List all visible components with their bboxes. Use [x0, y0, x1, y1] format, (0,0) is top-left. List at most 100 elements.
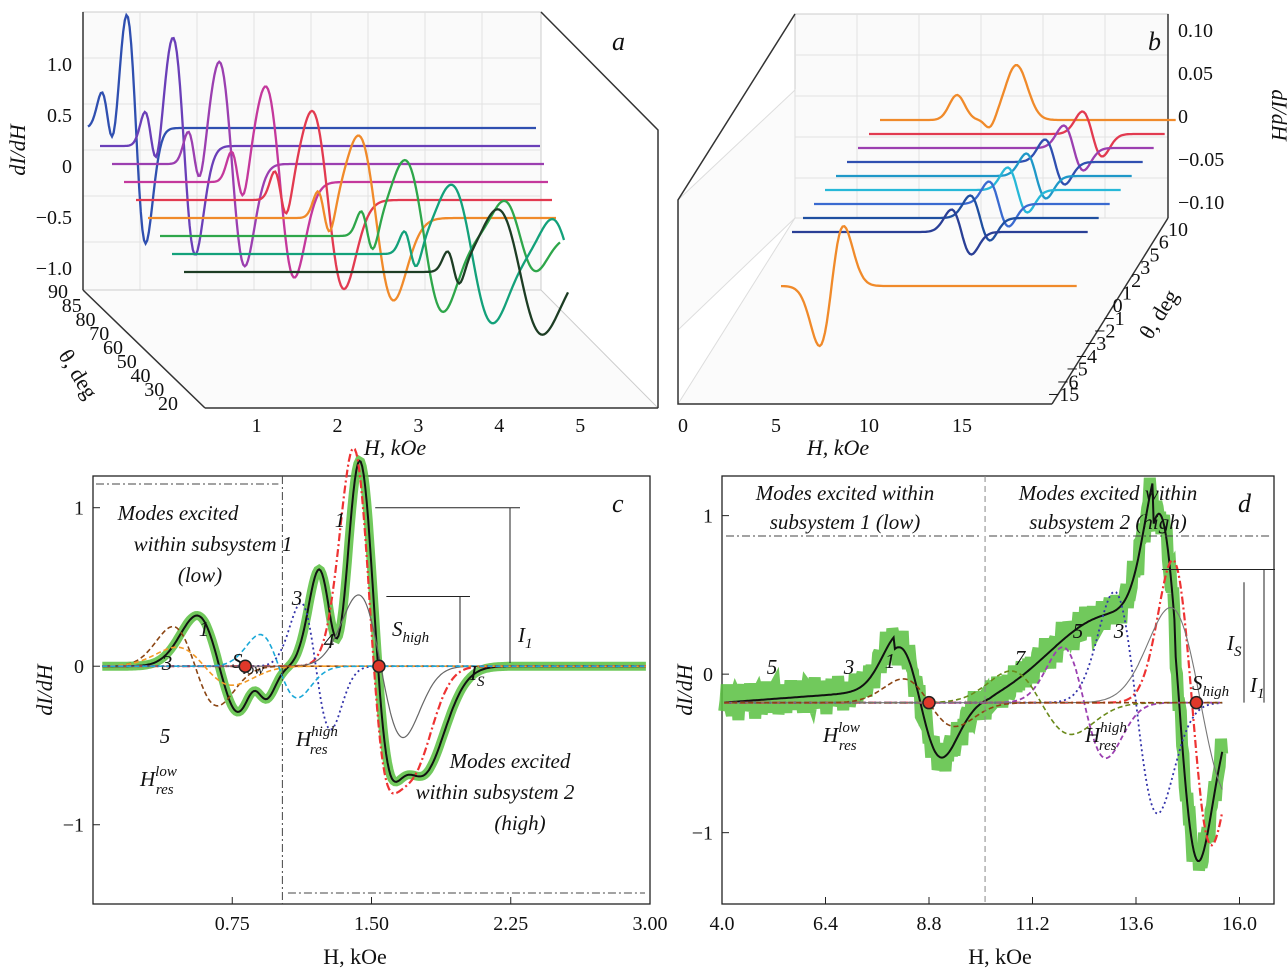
a-xtick: 5 — [575, 415, 585, 437]
c-mode-label: 4 — [324, 629, 335, 653]
a-ztick: 70 — [89, 323, 109, 345]
panel-b-xlabel: H, kOe — [806, 435, 870, 460]
b-ztick: 5 — [1150, 244, 1160, 266]
c-region-high-label: Modes excited — [449, 749, 571, 773]
panel-d-xlabel: H, kOe — [968, 944, 1032, 969]
c-shigh-label: Shigh — [392, 617, 429, 646]
c-hres-low-label: Hlow res — [139, 764, 177, 798]
d-mode-label: 3 — [843, 655, 855, 679]
c-xtick: 1.50 — [354, 913, 389, 935]
panel-a: 1 2 3 4 5 1.0 0.5 0 −0.5 −1.0 908580706050403020… — [5, 11, 660, 460]
b-xtick: 15 — [952, 415, 972, 437]
b-ztick: 1 — [1122, 282, 1132, 304]
a-ytick: 0 — [62, 156, 72, 178]
a-ytick: −0.5 — [36, 207, 72, 229]
a-series-2 — [100, 36, 540, 256]
panel-a-xlabel: H, kOe — [363, 435, 427, 460]
d-fit-total — [724, 483, 1224, 863]
b-series-1 — [880, 64, 1176, 129]
panel-a-zlabel: θ, deg — [54, 345, 103, 403]
d-xtick: 11.2 — [1015, 913, 1049, 935]
b-series-6 — [825, 166, 1121, 214]
d-xtick: 6.4 — [813, 913, 838, 935]
d-xtick: 13.6 — [1119, 913, 1154, 935]
d-mode-label: 1 — [885, 649, 896, 673]
panel-b-ylabel: dI/dH — [1267, 89, 1287, 141]
d-mode-label: 7 — [1015, 646, 1027, 670]
c-hres-high-label: Hhigh res — [295, 724, 338, 758]
a-series-1 — [87, 12, 536, 247]
a-ztick: 90 — [48, 281, 68, 303]
panel-c-ylabel: dI/dH — [32, 663, 57, 715]
panel-a-ylabel: dI/dH — [5, 123, 30, 175]
d-xtick: 16.0 — [1222, 913, 1257, 935]
a-ztick: 80 — [76, 309, 96, 331]
b-ytick: −0.05 — [1178, 149, 1224, 171]
d-ytick: −1 — [692, 823, 713, 845]
c-mode-label: 1 — [335, 508, 346, 532]
a-ztick: 40 — [131, 365, 151, 387]
a-ytick: −1.0 — [36, 258, 72, 280]
c-xtick: 2.25 — [493, 913, 528, 935]
c-mode-label: 3 — [161, 651, 173, 675]
b-series-4 — [847, 138, 1143, 186]
b-ztick: 0 — [1113, 295, 1123, 317]
a-xtick: 2 — [333, 415, 343, 437]
a-ztick: 50 — [117, 351, 137, 373]
a-series-5 — [136, 109, 552, 291]
b-ztick: 6 — [1159, 232, 1169, 254]
panel-b-label: b — [1148, 27, 1161, 56]
c-ytick: 1 — [74, 498, 84, 520]
d-hres-high-label: Hhigh res — [1084, 720, 1127, 754]
a-ztick: 30 — [144, 379, 164, 401]
a-ytick: 0.5 — [47, 105, 72, 127]
b-xtick: 0 — [678, 415, 688, 437]
a-ztick: 20 — [158, 393, 178, 415]
c-region-high-label: (high) — [494, 811, 545, 835]
d-resonance-point — [1189, 695, 1204, 710]
panel-c: 0.75 1.50 2.25 3.00 1 0 −1 Modes excited withi… — [32, 446, 668, 969]
c-resonance-point — [238, 659, 252, 673]
d-region-low-label: subsystem 1 (low) — [770, 510, 921, 534]
b-series-5 — [836, 152, 1132, 200]
c-mode-label: 1 — [199, 617, 210, 641]
d-is-label: IS — [1226, 631, 1242, 660]
b-series-10 — [781, 224, 1077, 348]
panel-a-label: a — [612, 27, 625, 56]
d-ytick: 1 — [703, 506, 713, 528]
c-i1-label: I1 — [517, 623, 533, 652]
a-xtick: 3 — [413, 415, 423, 437]
b-series-2 — [869, 110, 1165, 158]
c-region-low-label: Modes excited — [117, 501, 239, 525]
d-hres-low-label: Hlow res — [822, 720, 860, 754]
b-ztick: 2 — [1131, 270, 1141, 292]
c-mode-label: 5 — [160, 724, 171, 748]
c-mode-s-low — [102, 633, 646, 699]
panel-d-ylabel: dI/dH — [672, 663, 697, 715]
c-region-high-label: within subsystem 2 — [416, 780, 575, 804]
b-xtick: 5 — [771, 415, 781, 437]
b-ztick: −4 — [1076, 346, 1097, 368]
panel-b: 0 5 10 15 0.100.050−0.05−0.10 10653210−1−2−… — [677, 13, 1287, 460]
b-ztick: −1 — [1103, 308, 1124, 330]
b-ytick: −0.10 — [1178, 192, 1224, 214]
a-xtick: 1 — [252, 415, 262, 437]
b-ztick: −2 — [1094, 321, 1115, 343]
d-region-low-label: Modes excited within — [755, 481, 934, 505]
a-ztick: 60 — [103, 337, 123, 359]
b-ytick: 0.05 — [1178, 63, 1213, 85]
c-ytick: −1 — [63, 815, 84, 837]
d-experiment — [718, 477, 1229, 872]
a-series-4 — [124, 85, 548, 279]
d-region-high-label: subsystem 2 (high) — [1029, 510, 1186, 534]
c-xtick: 0.75 — [215, 913, 250, 935]
d-region-high-label: Modes excited within — [1018, 481, 1197, 505]
b-ytick: 0.10 — [1178, 20, 1213, 42]
d-i1-label: I1 — [1249, 673, 1265, 702]
b-ztick: −5 — [1066, 359, 1087, 381]
d-mode-1-low — [724, 678, 1223, 728]
c-ytick: 0 — [74, 656, 84, 678]
b-series-8 — [803, 194, 1099, 242]
d-mode-label: 5 — [767, 655, 778, 679]
